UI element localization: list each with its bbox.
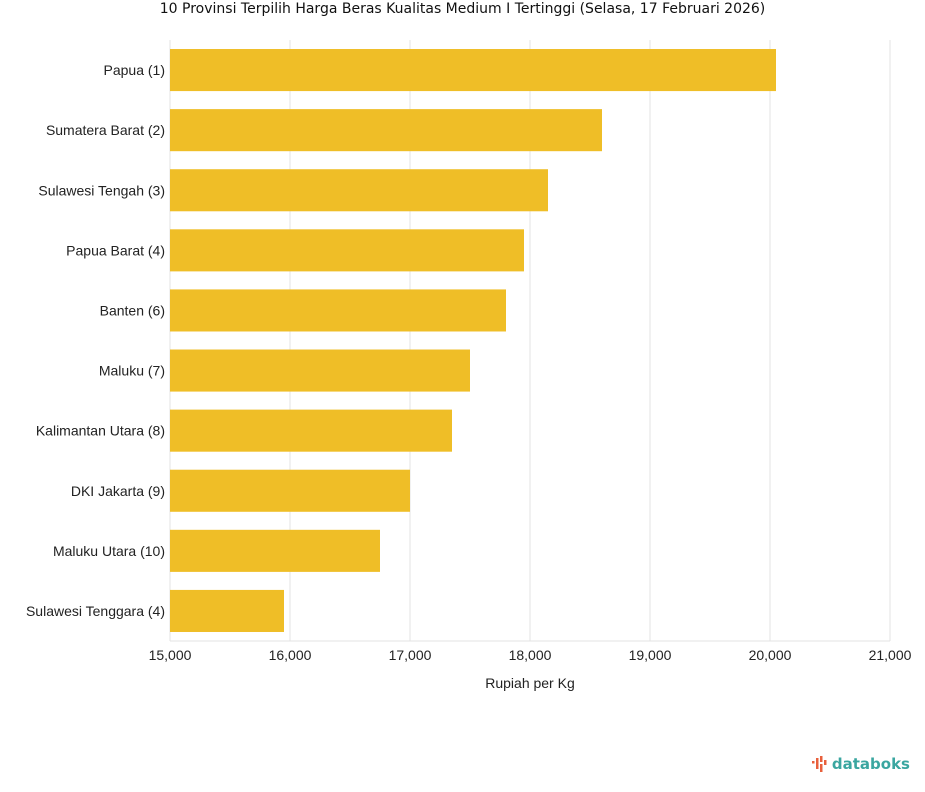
- databoks-logo-icon: [811, 756, 827, 772]
- category-label: Papua (1): [104, 62, 165, 78]
- category-label: Sulawesi Tengah (3): [38, 182, 165, 198]
- category-label: Maluku (7): [99, 363, 165, 379]
- bar: [170, 469, 410, 512]
- bar: [170, 229, 524, 272]
- bar: [170, 109, 602, 152]
- bar: [170, 49, 776, 92]
- category-label: Kalimantan Utara (8): [36, 423, 165, 439]
- bar: [170, 409, 452, 452]
- grid-lines: [169, 40, 891, 642]
- x-tick-label: 16,000: [269, 647, 312, 663]
- databoks-logo: databoks: [811, 753, 910, 775]
- bar: [170, 349, 470, 392]
- x-tick-label: 21,000: [869, 647, 912, 663]
- x-tick-label: 19,000: [629, 647, 672, 663]
- bar: [170, 589, 284, 632]
- bar: [170, 169, 548, 212]
- databoks-wordmark: databoks: [831, 755, 910, 773]
- category-label: Maluku Utara (10): [53, 543, 165, 559]
- x-axis-title: Rupiah per Kg: [485, 675, 575, 691]
- category-label: DKI Jakarta (9): [71, 483, 165, 499]
- chart-title: 10 Provinsi Terpilih Harga Beras Kualita…: [159, 1, 766, 17]
- category-label: Papua Barat (4): [66, 242, 165, 258]
- bars: [170, 49, 776, 632]
- category-label: Sumatera Barat (2): [46, 122, 165, 138]
- bar: [170, 529, 380, 572]
- x-tick-label: 20,000: [749, 647, 792, 663]
- x-tick-label: 18,000: [509, 647, 552, 663]
- x-tick-label: 15,000: [149, 647, 192, 663]
- bar: [170, 289, 506, 332]
- category-label: Banten (6): [100, 302, 165, 318]
- x-tick-label: 17,000: [389, 647, 432, 663]
- category-label: Sulawesi Tenggara (4): [26, 603, 165, 619]
- x-tick-labels: 15,000 16,000 17,000 18,000 19,000 20,000 21,0…: [149, 647, 912, 663]
- category-labels: Papua (1) Sumatera Barat (2) Sulawesi Teng…: [26, 62, 165, 619]
